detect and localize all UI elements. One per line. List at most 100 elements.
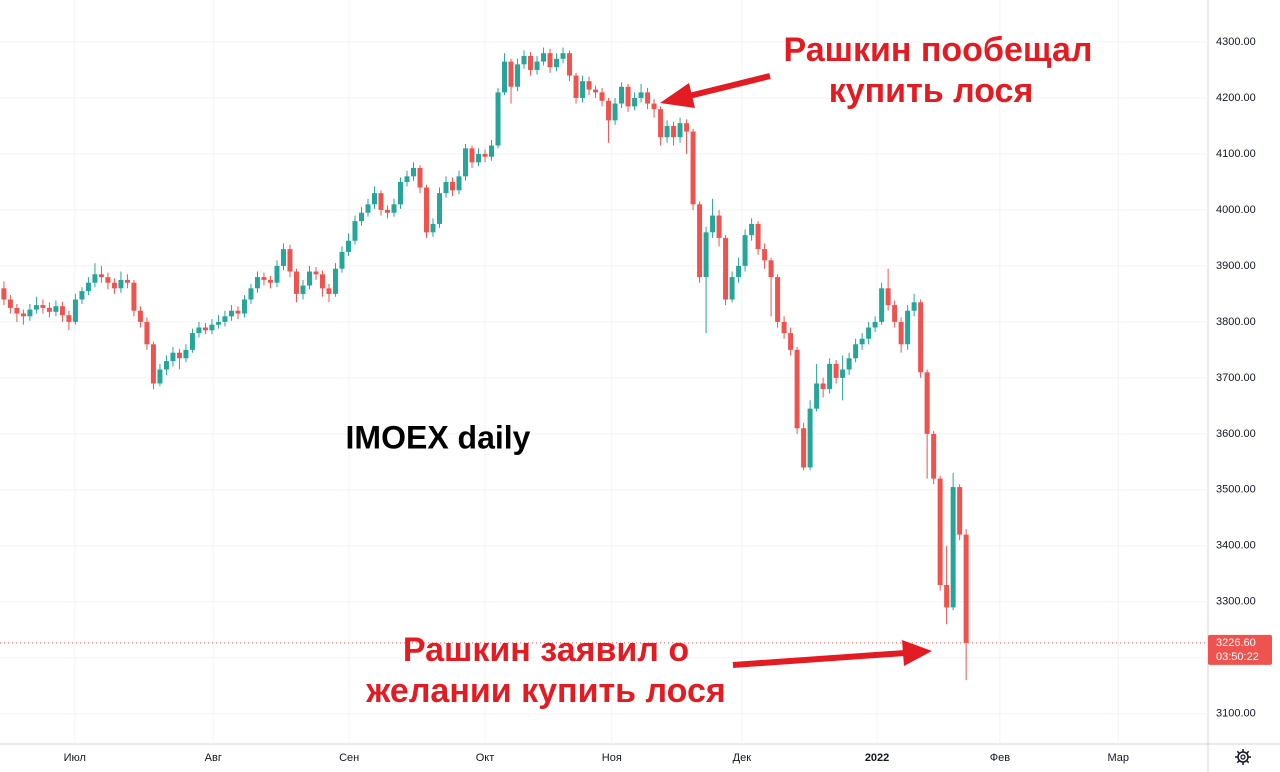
candle-body bbox=[859, 338, 865, 345]
candle-body bbox=[885, 288, 891, 306]
candle-body bbox=[469, 148, 475, 163]
candle-body bbox=[918, 302, 924, 373]
candle-body bbox=[176, 352, 182, 359]
candle-body bbox=[456, 176, 462, 191]
candle-body bbox=[729, 277, 735, 300]
candle-body bbox=[814, 383, 820, 409]
candle-body bbox=[671, 125, 677, 138]
candle-body bbox=[66, 315, 72, 322]
candle-body bbox=[85, 282, 91, 292]
x-tick-label: 2022 bbox=[865, 752, 889, 764]
candle-body bbox=[215, 321, 221, 325]
candle-body bbox=[163, 361, 169, 370]
candle-body bbox=[443, 181, 449, 194]
candle-body bbox=[339, 251, 345, 269]
candle-body bbox=[209, 324, 215, 331]
arrow bbox=[732, 650, 906, 668]
annotation-line: купить лося bbox=[829, 72, 1034, 110]
candle-body bbox=[137, 310, 143, 322]
candle-body bbox=[27, 309, 33, 317]
candle-body bbox=[358, 212, 364, 222]
candle-body bbox=[14, 307, 20, 314]
candle-body bbox=[53, 306, 59, 312]
candle-body bbox=[911, 302, 917, 311]
price-tag bbox=[1208, 634, 1272, 665]
candle-body bbox=[950, 487, 956, 608]
candle-body bbox=[658, 109, 664, 138]
candle-body bbox=[332, 268, 338, 294]
candle-body bbox=[326, 288, 332, 294]
candle-body bbox=[391, 204, 397, 213]
candle-body bbox=[437, 193, 443, 224]
candle-body bbox=[267, 279, 273, 283]
candle-body bbox=[72, 299, 78, 322]
x-tick-label: Авг bbox=[205, 752, 222, 764]
candle-body bbox=[638, 92, 644, 98]
candle-body bbox=[150, 344, 156, 384]
candle-body bbox=[287, 249, 293, 272]
candle-body bbox=[424, 187, 430, 233]
candle-body bbox=[476, 153, 482, 163]
candle-body bbox=[846, 358, 852, 370]
candles bbox=[0, 47, 1208, 681]
candle-body bbox=[879, 288, 885, 322]
candle-body bbox=[781, 321, 787, 334]
candle-body bbox=[560, 53, 566, 59]
candle-body bbox=[306, 271, 312, 286]
candle-body bbox=[723, 237, 729, 300]
candle-body bbox=[144, 321, 150, 345]
y-tick-label: 4100.00 bbox=[1216, 148, 1256, 160]
settings-button[interactable] bbox=[1235, 749, 1251, 765]
candle-body bbox=[261, 277, 267, 280]
candle-body bbox=[131, 282, 137, 311]
candle-body bbox=[840, 369, 846, 378]
candle-body bbox=[40, 305, 46, 308]
candle-body bbox=[716, 215, 722, 238]
candle-body bbox=[820, 383, 826, 390]
candle-body bbox=[124, 279, 130, 283]
axes: 3100.003200.003300.003400.003500.003600.… bbox=[64, 36, 1272, 764]
candle-body bbox=[963, 534, 969, 643]
candle-body bbox=[651, 103, 657, 110]
candle-body bbox=[931, 433, 937, 479]
candle-body bbox=[599, 92, 605, 101]
candle-body bbox=[482, 153, 488, 157]
candle-body bbox=[554, 58, 560, 68]
candle-body bbox=[189, 333, 195, 350]
candle-body bbox=[352, 221, 358, 241]
candle-body bbox=[775, 277, 781, 322]
candle-body bbox=[521, 55, 527, 65]
x-tick-label: Фев bbox=[990, 752, 1010, 764]
y-tick-label: 3700.00 bbox=[1216, 372, 1256, 384]
candle-body bbox=[105, 277, 111, 283]
candle-body bbox=[593, 89, 599, 93]
candle-body bbox=[801, 428, 807, 468]
candle-body bbox=[944, 585, 950, 608]
candle-body bbox=[241, 299, 247, 314]
candle-body bbox=[612, 103, 618, 121]
x-tick-label: Окт bbox=[476, 752, 495, 764]
candle-body bbox=[157, 369, 163, 384]
candle-body bbox=[313, 271, 319, 275]
candle-body bbox=[450, 181, 456, 191]
candle-body bbox=[111, 282, 117, 289]
candle-body bbox=[33, 305, 39, 310]
candle-body bbox=[853, 344, 859, 359]
arrow bbox=[684, 73, 771, 100]
annotation-1: Рашкин пообещал купить лося bbox=[660, 31, 1092, 110]
candle-body bbox=[755, 223, 761, 250]
candle-body bbox=[20, 313, 26, 317]
y-tick-label: 3300.00 bbox=[1216, 596, 1256, 608]
candle-body bbox=[742, 235, 748, 266]
candle-body bbox=[118, 279, 124, 289]
y-tick-label: 3800.00 bbox=[1216, 316, 1256, 328]
candle-body bbox=[762, 249, 768, 261]
candle-body bbox=[684, 123, 690, 132]
candle-body bbox=[606, 100, 612, 121]
candle-body bbox=[495, 92, 501, 146]
candle-body bbox=[580, 81, 586, 98]
candle-body bbox=[677, 123, 683, 138]
candle-body bbox=[788, 333, 794, 350]
candle-body bbox=[430, 223, 436, 233]
